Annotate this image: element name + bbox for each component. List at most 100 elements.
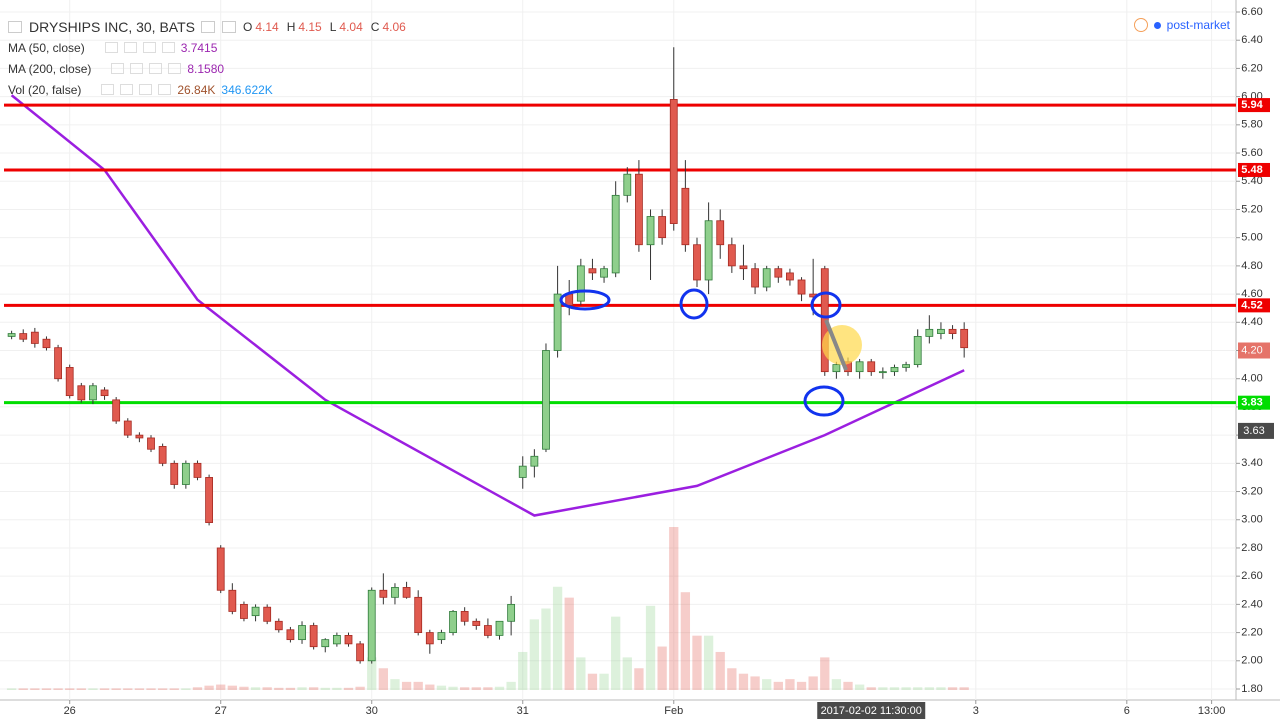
y-tick-label: 3.40 — [1241, 457, 1262, 469]
candle-body — [855, 361, 864, 373]
y-tick-label: 2.60 — [1241, 570, 1262, 582]
settings-icon[interactable] — [200, 20, 215, 33]
volume-bar — [959, 687, 969, 690]
indicator-row[interactable]: Vol (20, false) 26.84K 346.622K — [8, 79, 414, 100]
candle-body — [588, 268, 597, 274]
volume-bar — [227, 685, 237, 690]
volume-bar — [53, 688, 63, 690]
candle-body — [681, 187, 690, 246]
ohlc-key: C — [370, 19, 380, 34]
volume-bar — [99, 688, 110, 690]
last-price-tag — [1238, 342, 1270, 359]
candle-body — [483, 625, 492, 636]
volume-bar — [889, 687, 900, 690]
drawings — [559, 288, 862, 417]
y-tick-label: 4.00 — [1241, 373, 1262, 385]
volume-bar — [518, 651, 528, 690]
indicator-icon — [161, 42, 175, 53]
volume-bar — [216, 684, 226, 690]
volume-bar — [250, 687, 261, 690]
settings-icon[interactable] — [221, 20, 236, 33]
volume-layer — [6, 527, 969, 690]
volume-bar — [460, 687, 470, 690]
session-label: post-market — [1166, 18, 1230, 32]
volume-bar — [634, 668, 644, 690]
candle-body — [42, 338, 51, 349]
volume-bar — [448, 686, 458, 690]
candle-body — [472, 620, 481, 626]
annotation-ellipse — [803, 385, 845, 417]
volume-bar — [390, 679, 400, 690]
indicator-icon — [158, 84, 172, 95]
volume-bar — [541, 608, 551, 690]
indicator-icon — [104, 42, 118, 53]
levels-layer — [4, 94, 1236, 517]
candle-body — [379, 589, 388, 598]
candle-body — [867, 361, 876, 373]
price-level-label: 4.52 — [1241, 299, 1262, 311]
session-dot — [1153, 21, 1161, 29]
candle-body — [65, 367, 74, 397]
candle-body — [367, 589, 376, 662]
volume-bar — [599, 673, 609, 690]
candle-body — [135, 434, 144, 439]
candle-body — [251, 606, 260, 617]
annotation-ellipse — [810, 291, 842, 319]
candles-layer — [7, 47, 969, 664]
info-icon[interactable] — [1133, 18, 1148, 32]
indicator-icon — [111, 63, 125, 74]
y-tick-label: 2.20 — [1241, 626, 1262, 638]
volume-bar — [262, 687, 272, 690]
volume-bar — [738, 673, 749, 690]
candle-body — [147, 437, 155, 450]
candle-body — [309, 625, 318, 648]
crosshair-x-tag — [817, 702, 926, 719]
indicator-icon — [168, 63, 182, 74]
volume-bar — [146, 688, 156, 690]
volume-bar — [483, 687, 493, 690]
price-level-tag — [1238, 395, 1270, 410]
candle-body — [89, 385, 97, 401]
y-tick-label: 5.40 — [1241, 175, 1262, 187]
y-tick-label: 5.60 — [1241, 147, 1262, 159]
y-tick-label: 5.20 — [1241, 203, 1262, 215]
volume-bar — [30, 688, 40, 690]
indicator-name: MA (50, close) — [8, 40, 85, 55]
volume-bar — [425, 684, 435, 690]
volume-bar — [878, 687, 888, 690]
volume-bar — [831, 679, 842, 690]
x-tick-label: 6 — [1124, 705, 1130, 717]
candle-body — [576, 265, 585, 302]
collapse-icon[interactable] — [8, 20, 22, 33]
candle-body — [77, 385, 86, 401]
volume-bar — [506, 681, 516, 690]
x-tick-label: 31 — [517, 705, 529, 717]
volume-bar — [65, 688, 75, 690]
indicator-icon — [120, 84, 134, 95]
volume-bar — [936, 687, 946, 690]
indicator-row[interactable]: MA (50, close) 3.7415 — [8, 37, 414, 58]
ohlc-key: H — [286, 19, 296, 34]
volume-bar — [622, 657, 632, 690]
price-level-label: 3.83 — [1241, 397, 1262, 409]
candle-body — [890, 367, 899, 373]
candle-body — [170, 462, 179, 485]
candle-body — [123, 420, 132, 436]
axes: 1.802.002.202.402.602.803.003.203.403.60… — [64, 6, 1274, 719]
candle-body — [158, 446, 167, 464]
annotation-ellipse — [559, 289, 611, 311]
candle-body — [948, 328, 957, 334]
crosshair-x-label: 2017-02-02 11:30:00 — [821, 705, 922, 717]
y-tick-label: 4.60 — [1241, 288, 1262, 300]
x-tick-label: 30 — [366, 705, 378, 717]
volume-bar — [76, 688, 86, 690]
volume-bar — [355, 686, 365, 690]
indicator-row[interactable]: MA (200, close) 8.1580 — [8, 58, 414, 79]
candle-body — [298, 625, 306, 641]
volume-bar — [703, 635, 714, 690]
ohlc-value: 4.04 — [339, 19, 363, 34]
candle-body — [878, 371, 887, 374]
y-tick-label: 5.00 — [1241, 232, 1262, 244]
candle-body — [762, 268, 771, 288]
